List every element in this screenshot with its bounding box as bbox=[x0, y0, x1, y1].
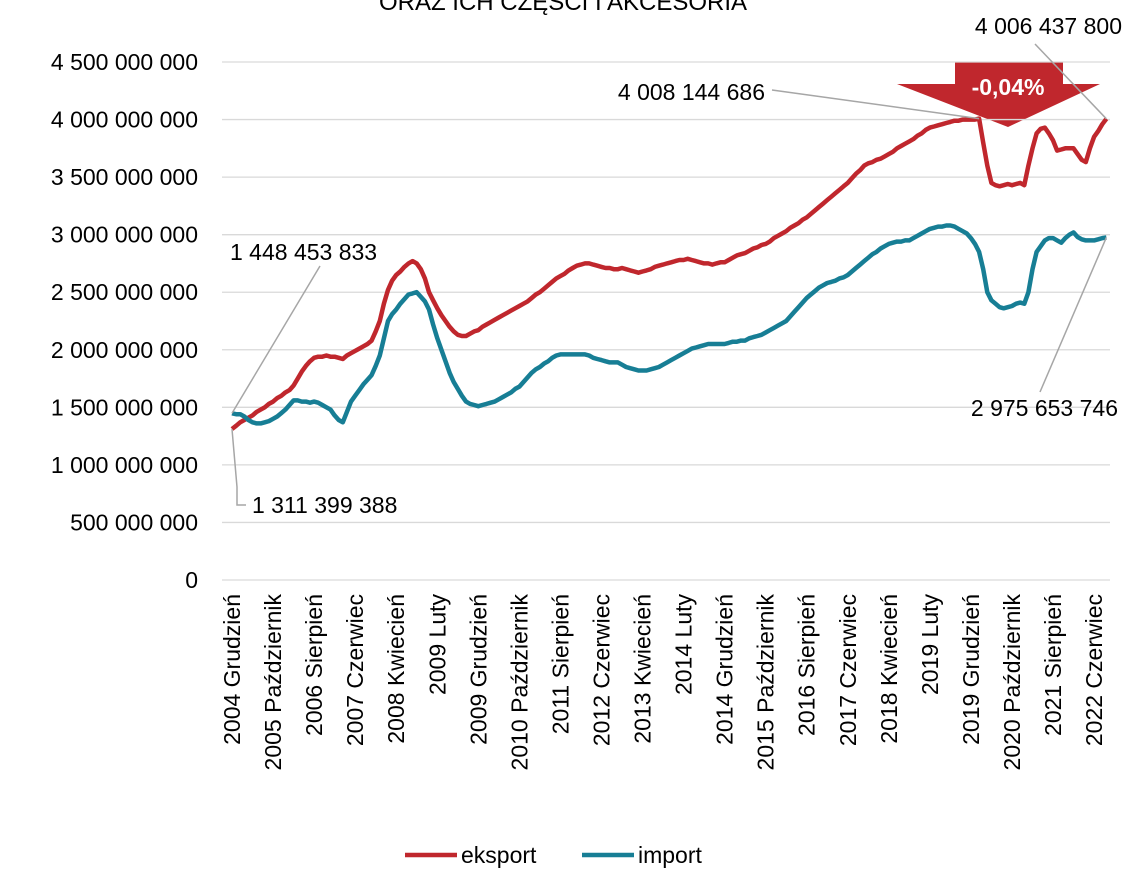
legend-label: eksport bbox=[461, 842, 537, 868]
leader-line bbox=[771, 89, 980, 120]
x-tick-label: 2019 Grudzień bbox=[958, 594, 984, 745]
x-tick-label: 2009 Grudzień bbox=[465, 594, 491, 745]
x-tick-label: 2022 Czerwiec bbox=[1081, 594, 1107, 746]
annotation: 2 975 653 746 bbox=[971, 395, 1118, 421]
annotation: 1 448 453 833 bbox=[230, 239, 377, 265]
leader-line bbox=[1034, 43, 1107, 120]
x-tick-label: 2018 Kwiecień bbox=[876, 594, 902, 744]
y-tick-label: 500 000 000 bbox=[70, 509, 198, 535]
y-tick-label: 3 000 000 000 bbox=[51, 222, 198, 248]
annotation: 1 311 399 388 bbox=[252, 492, 397, 518]
x-tick-label: 2014 Luty bbox=[671, 594, 697, 696]
legend-label: import bbox=[638, 842, 703, 868]
x-tick-label: 2014 Grudzień bbox=[712, 594, 738, 745]
x-tick-label: 2017 Czerwiec bbox=[835, 594, 861, 746]
annotation: 4 008 144 686 bbox=[618, 79, 765, 105]
x-tick-label: 2019 Luty bbox=[917, 594, 943, 696]
y-tick-label: 0 bbox=[185, 567, 198, 593]
y-tick-label: 2 500 000 000 bbox=[51, 279, 198, 305]
y-tick-label: 1 000 000 000 bbox=[51, 452, 198, 478]
x-tick-label: 2004 Grudzień bbox=[219, 594, 245, 745]
x-tick-label: 2009 Luty bbox=[424, 594, 450, 696]
y-tick-label: 4 000 000 000 bbox=[51, 107, 198, 133]
change-arrow bbox=[897, 62, 1100, 127]
x-tick-label: 2010 Październik bbox=[506, 594, 532, 771]
chart-title: ORAZ ICH CZĘŚCI I AKCESORIA bbox=[379, 0, 747, 16]
annotation: -0,04% bbox=[972, 74, 1045, 100]
leader-line bbox=[1039, 237, 1108, 393]
x-tick-label: 2005 Październik bbox=[260, 594, 286, 771]
x-tick-label: 2007 Czerwiec bbox=[342, 594, 368, 746]
x-tick-label: 2021 Sierpień bbox=[1040, 594, 1066, 736]
x-tick-label: 2016 Sierpień bbox=[794, 594, 820, 736]
leader-line bbox=[231, 428, 246, 506]
x-tick-label: 2012 Czerwiec bbox=[588, 594, 614, 746]
y-tick-label: 3 500 000 000 bbox=[51, 164, 198, 190]
annotation: 4 006 437 800 bbox=[975, 13, 1122, 39]
x-tick-label: 2008 Kwiecień bbox=[383, 594, 409, 744]
line-series bbox=[231, 223, 1107, 426]
y-tick-label: 4 500 000 000 bbox=[51, 49, 198, 75]
x-tick-label: 2013 Kwiecień bbox=[630, 594, 656, 744]
y-tick-label: 2 000 000 000 bbox=[51, 337, 198, 363]
line-series bbox=[230, 116, 1109, 431]
x-tick-label: 2011 Sierpień bbox=[547, 594, 573, 734]
x-tick-label: 2020 Październik bbox=[999, 594, 1025, 771]
x-tick-label: 2015 Październik bbox=[753, 594, 779, 771]
y-tick-label: 1 500 000 000 bbox=[51, 394, 198, 420]
x-tick-label: 2006 Sierpień bbox=[301, 594, 327, 736]
leader-line bbox=[231, 265, 321, 414]
